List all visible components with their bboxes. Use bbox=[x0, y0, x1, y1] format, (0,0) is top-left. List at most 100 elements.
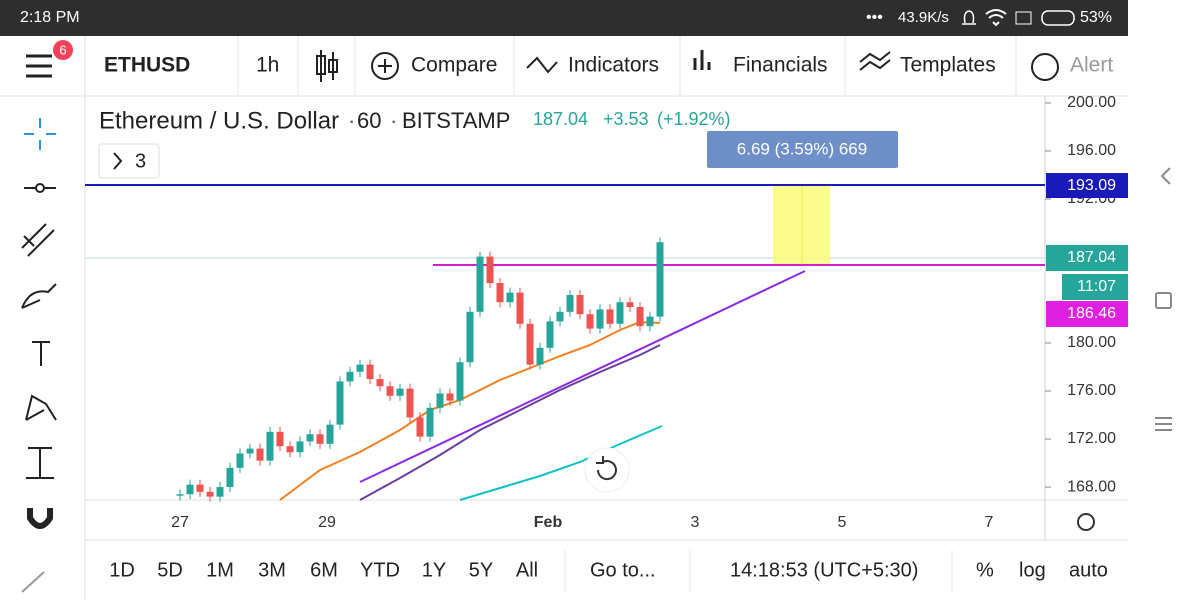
candle-body bbox=[436, 393, 444, 408]
candle-body bbox=[366, 364, 374, 380]
nav-home[interactable] bbox=[1155, 292, 1172, 309]
legend-interval: 60 bbox=[357, 108, 381, 133]
toolbar-item[interactable]: Indicators bbox=[568, 54, 659, 77]
y-tick-label: 180.00 bbox=[1067, 334, 1116, 351]
status-time: 2:18 PM bbox=[20, 9, 80, 26]
interval[interactable]: 1h bbox=[256, 54, 279, 77]
reset-button[interactable] bbox=[584, 447, 630, 493]
battery-pct: 53% bbox=[1080, 9, 1112, 26]
range-button[interactable]: 1Y bbox=[422, 559, 446, 581]
wifi-icon bbox=[985, 9, 1007, 27]
alert-icon bbox=[1031, 53, 1059, 81]
candle-body bbox=[186, 484, 194, 495]
range-button[interactable]: 5D bbox=[157, 559, 183, 581]
candle-body bbox=[286, 446, 294, 453]
range-button[interactable]: All bbox=[516, 559, 538, 581]
price-badge-text: 193.09 bbox=[1067, 177, 1116, 194]
moving-average bbox=[459, 425, 663, 501]
legend-name: Ethereum / U.S. Dollar bbox=[99, 107, 339, 134]
legend-dot: · bbox=[390, 108, 397, 133]
candle-body bbox=[406, 388, 414, 418]
nav-menu[interactable] bbox=[1155, 417, 1172, 431]
legend-change-pct: (+1.92%) bbox=[657, 109, 731, 129]
auto-toggle[interactable]: auto bbox=[1069, 559, 1108, 581]
legend-toggle[interactable] bbox=[98, 143, 160, 179]
candle-body bbox=[446, 393, 454, 401]
range-buttons: 1D 5D 1M 3M 6M YTD 1Y 5Y All bbox=[109, 559, 538, 581]
candle-body bbox=[256, 448, 264, 461]
price-badge-text: 186.46 bbox=[1067, 305, 1116, 322]
legend-price: 187.04 bbox=[533, 109, 588, 129]
legend-change: +3.53 bbox=[603, 109, 649, 129]
candle-body bbox=[426, 407, 434, 437]
toolbar-item[interactable]: Templates bbox=[900, 54, 996, 77]
candle-body bbox=[176, 494, 184, 496]
measure-box bbox=[707, 131, 898, 168]
menu-button[interactable] bbox=[26, 54, 52, 78]
measure-label: 6.69 (3.59%) 669 bbox=[737, 139, 867, 158]
y-tick-label: 176.00 bbox=[1067, 382, 1116, 399]
candle-body bbox=[196, 484, 204, 492]
candle-body bbox=[386, 386, 394, 396]
y-tick-label: 200.00 bbox=[1067, 94, 1116, 111]
x-tick-label: 7 bbox=[985, 514, 994, 531]
range-button[interactable]: 1D bbox=[109, 559, 135, 581]
candle-body bbox=[576, 294, 584, 315]
candle-body bbox=[476, 256, 484, 312]
price-badge bbox=[1046, 173, 1128, 198]
countdown-text: 11:07 bbox=[1077, 278, 1116, 295]
moving-average bbox=[279, 320, 661, 501]
chevron bbox=[113, 152, 123, 170]
log-toggle[interactable]: log bbox=[1019, 559, 1046, 581]
toolbar-item[interactable]: Financials bbox=[733, 54, 828, 77]
drawing-tools[interactable] bbox=[21, 118, 57, 593]
candle-body bbox=[606, 309, 614, 324]
candle-type-icon[interactable] bbox=[316, 50, 338, 82]
range-button[interactable]: 5Y bbox=[469, 559, 493, 581]
candle-body bbox=[296, 441, 304, 453]
candle-body bbox=[416, 417, 424, 437]
settings-icon[interactable] bbox=[1077, 513, 1095, 531]
range-button[interactable]: 1M bbox=[206, 559, 234, 581]
range-button[interactable]: 6M bbox=[310, 559, 338, 581]
battery-icon bbox=[1041, 10, 1075, 26]
range-button[interactable]: 3M bbox=[258, 559, 286, 581]
candle-body bbox=[656, 242, 664, 317]
candle-body bbox=[306, 434, 314, 442]
status-speed: 43.9K/s bbox=[898, 9, 949, 26]
candle-body bbox=[346, 371, 354, 382]
candle-body bbox=[226, 467, 234, 488]
goto[interactable]: Go to... bbox=[590, 559, 656, 581]
toolbar-item[interactable]: Alert bbox=[1070, 54, 1113, 77]
candle-body bbox=[566, 294, 574, 312]
compare-icon bbox=[378, 59, 392, 73]
y-tick-label: 172.00 bbox=[1067, 430, 1116, 447]
y-tick-label: 196.00 bbox=[1067, 142, 1116, 159]
candle-body bbox=[546, 321, 554, 348]
percent-toggle[interactable]: % bbox=[976, 559, 994, 581]
financials-icon bbox=[693, 50, 711, 70]
mute-icon bbox=[962, 10, 976, 25]
compare-icon bbox=[371, 52, 399, 80]
x-tick-label: Feb bbox=[534, 514, 563, 531]
candle-body bbox=[376, 379, 384, 387]
candles bbox=[176, 237, 664, 502]
candle-body bbox=[336, 381, 344, 425]
reset-icon bbox=[596, 456, 617, 481]
symbol[interactable]: ETHUSD bbox=[104, 54, 190, 77]
candle-body bbox=[236, 453, 244, 468]
candle-body bbox=[356, 364, 364, 372]
candle-body bbox=[496, 282, 504, 303]
candle-body bbox=[326, 424, 334, 444]
nav-back[interactable] bbox=[1160, 167, 1171, 185]
clock: 14:18:53 (UTC+5:30) bbox=[730, 559, 918, 581]
candle-body bbox=[586, 314, 594, 329]
badge bbox=[53, 40, 73, 60]
candle-body bbox=[536, 347, 544, 365]
range-button[interactable]: YTD bbox=[360, 559, 400, 581]
toolbar-item[interactable]: Compare bbox=[411, 54, 497, 77]
status-dots: ••• bbox=[866, 9, 883, 26]
legend-dot: · bbox=[348, 108, 355, 133]
